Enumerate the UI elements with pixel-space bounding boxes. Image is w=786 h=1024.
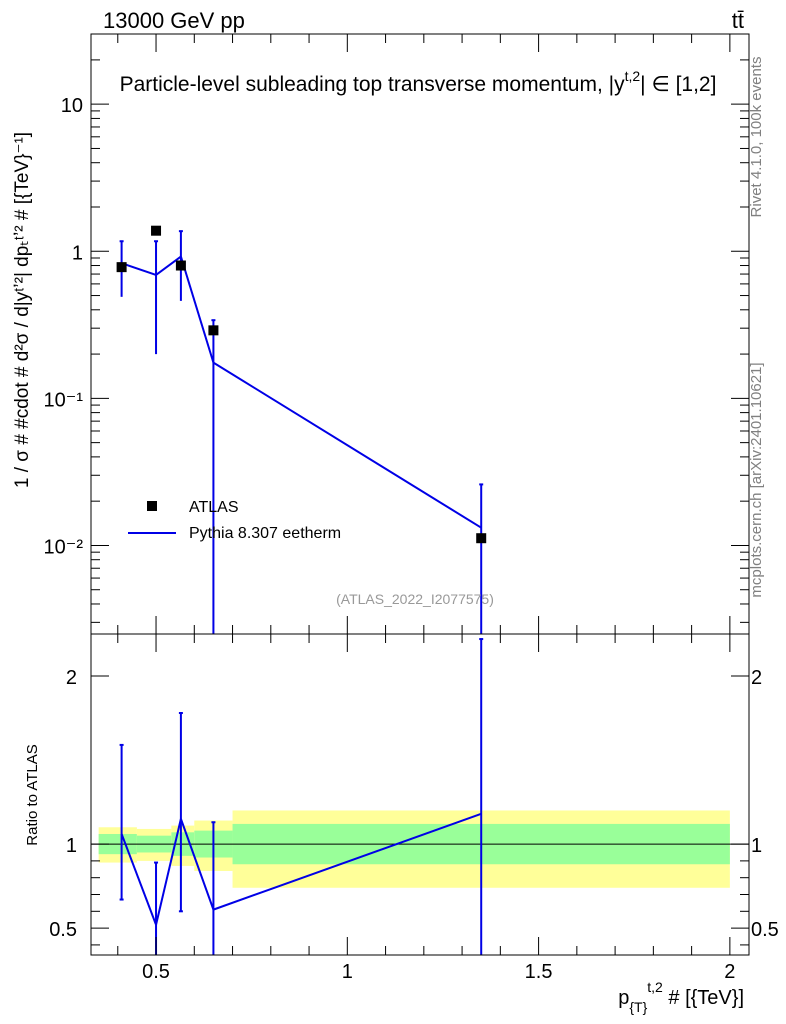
chart-title: Particle-level subleading top transverse… <box>120 68 717 96</box>
ratio-y-tick-label: 2 <box>66 667 77 689</box>
atlas-data-point <box>116 262 127 273</box>
ratio-line-segment <box>213 812 482 911</box>
mc-line-segment <box>155 255 182 276</box>
ratio-y-tick-label: 1 <box>66 835 77 857</box>
main-y-tick-label: 10⁻¹ <box>44 389 84 411</box>
x-tick-label: 1 <box>342 961 353 983</box>
ratio-y-tick-label-right: 2 <box>751 667 762 689</box>
mc-ratio-curve <box>119 638 484 955</box>
ratio-y-tick-label-right: 0.5 <box>751 919 779 941</box>
legend: ATLAS Pythia 8.307 eetherm <box>128 499 341 542</box>
x-tick-label: 2 <box>724 961 735 983</box>
x-tick-label: 1.5 <box>525 961 553 983</box>
main-y-tick-label: 10⁻² <box>44 536 84 558</box>
main-y-axis-label: 1 / σ # #cdot # d²σ / d|yᵗʼ²| dpₜᵗʼ² # [… <box>12 132 33 488</box>
ratio-y-tick-label: 0.5 <box>49 919 77 941</box>
main-frame <box>90 33 750 635</box>
x-tick-label: 0.5 <box>142 961 170 983</box>
rivet-version-label: Rivet 4.1.0, 100k events <box>748 57 765 218</box>
ratio-frame <box>90 633 750 956</box>
atlas-data-point <box>151 225 162 236</box>
atlas-data-point <box>175 260 186 271</box>
atlas-data-point <box>476 533 487 544</box>
analysis-watermark: (ATLAS_2022_I2077575) <box>336 591 494 607</box>
uncertainty-bands <box>98 810 730 888</box>
mc-line-segment <box>179 256 215 363</box>
ratio-y-tick-label-right: 1 <box>751 835 762 857</box>
x-axis-label: p{T}t,2 # [{TeV}] <box>618 979 744 1015</box>
atlas-data-point <box>208 325 219 336</box>
main-y-tick-label: 1 <box>72 242 83 264</box>
legend-label-mc: Pythia 8.307 eetherm <box>189 525 341 542</box>
ratio-panel: 0.5 0.5 1 1 2 2 0.5 1 1.5 2 Ratio to ATLAS p{T}t,… <box>24 633 779 1015</box>
ratio-line-segment <box>120 833 157 926</box>
legend-marker-atlas <box>147 501 157 511</box>
mcplots-label: mcplots.cern.ch [arXiv:2401.10621] <box>748 362 765 597</box>
energy-label: 13000 GeV pp <box>103 8 245 33</box>
data-points-main <box>116 225 487 634</box>
ratio-line-segment <box>155 818 182 925</box>
mc-curve-main <box>121 255 482 529</box>
process-label: tt̄ <box>732 8 744 33</box>
main-panel: 10⁻² 10⁻¹ 1 10 Particle-level subleading to… <box>12 33 750 635</box>
mc-line-segment <box>212 361 482 529</box>
ratio-line-segment <box>179 818 215 910</box>
legend-label-atlas: ATLAS <box>189 499 239 516</box>
ratio-y-axis-label: Ratio to ATLAS <box>24 744 41 845</box>
main-y-tick-label: 10 <box>61 95 83 117</box>
mc-line-segment <box>121 262 157 276</box>
